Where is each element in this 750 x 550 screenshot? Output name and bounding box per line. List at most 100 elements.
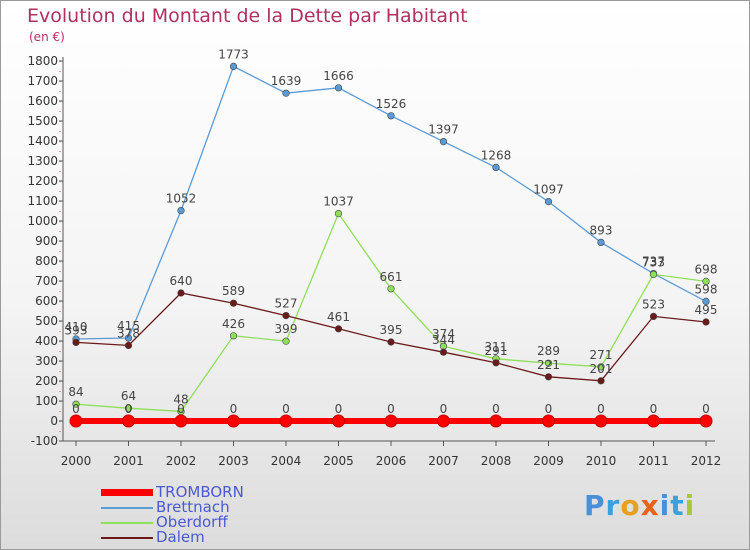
dalem-point [72,338,80,347]
tromborn-data-label: 0 [282,402,290,416]
x-tick-label: 2009 [533,454,564,468]
dalem-data-label: 344 [432,333,455,347]
brettnach-point [597,238,605,246]
tromborn-point [542,414,555,428]
oberdorff-data-label: 289 [537,344,560,358]
x-axis-ticks: 2000 2001 2002 2003 2004 2005 2006 2007 2008 2009… [61,440,722,468]
logo-letter: r [605,489,621,522]
tromborn-point [594,414,608,428]
x-tick-label: 2000 [61,454,92,468]
tromborn-point [279,414,293,428]
y-tick-label: 1800 [27,54,58,68]
oberdorff-point [544,359,553,367]
dalem-data-label: 395 [380,323,403,337]
dalem-point [229,299,238,307]
tromborn-point [489,414,503,428]
brettnach-data-label: 415 [117,319,140,333]
y-tick-label: 100 [35,394,58,408]
dalem-data-label: 201 [590,362,613,376]
dalem-data-label: 523 [642,297,665,311]
brettnach-point [177,207,185,215]
legend-swatch [101,537,153,539]
oberdorff-point [72,400,80,408]
dalem-point [334,325,343,333]
tromborn-point [647,414,660,428]
tromborn-data-label: 0 [335,402,343,416]
oberdorff-data-label: 64 [121,389,136,403]
dalem-point [544,373,553,381]
tromborn-data-label: 0 [702,402,710,416]
logo-letter: P [584,489,606,522]
logo-letter: o [620,489,641,522]
y-tick-label: 1400 [27,134,58,148]
dalem-point [387,338,395,346]
tromborn-data-label: 0 [597,402,605,416]
oberdorff-point [649,270,658,279]
legend-label: Brettnach [156,498,230,516]
logo-letter: i [684,489,696,522]
brettnach-data-label: 1397 [428,123,459,137]
dalem-point [702,318,710,326]
x-tick-label: 2006 [376,454,407,468]
legend-label: Oberdorff [156,513,228,531]
oberdorff-point [597,363,605,371]
y-tick-label: 1600 [27,94,58,108]
dalem-data-label: 378 [117,326,140,340]
oberdorff-point [282,337,290,345]
brettnach-data-label: 1526 [376,97,407,111]
brettnach-data-label: 598 [695,282,718,296]
tromborn-point [384,414,398,428]
logo-letter: i [659,489,671,522]
brettnach-point [387,112,395,120]
oberdorff-data-label: 271 [590,348,613,362]
brettnach-data-label: 1666 [323,69,354,83]
dalem-data-label: 221 [537,358,560,372]
oberdorff-data-label: 374 [432,327,455,341]
oberdorff-point [334,210,343,218]
dalem-data-label: 527 [275,297,298,311]
dalem-point [124,341,133,350]
brettnach-point [702,297,710,306]
y-tick-label: 400 [35,334,58,348]
x-tick-label: 2007 [428,454,459,468]
dalem-point [439,348,448,356]
y-tick-label: 300 [35,354,58,368]
tromborn-point [227,414,240,428]
tromborn-data-label: 0 [545,402,553,416]
dalem-point [177,289,185,297]
logo-letter: x [640,489,660,522]
tromborn-data-label: 0 [387,402,395,416]
oberdorff-data-label: 311 [485,340,508,354]
chart-title: Evolution du Montant de la Dette par Hab… [27,5,468,27]
x-tick-label: 2012 [691,454,722,468]
legend-swatch [101,507,153,509]
brettnach-data-label: 1097 [533,183,564,197]
y-tick-label: 200 [35,374,58,388]
tromborn-point [699,414,713,428]
legend-item-dalem: Dalem [101,528,361,546]
dalem-point [597,377,605,385]
y-tick-label: 900 [35,234,58,248]
legend-swatch [101,522,153,524]
x-tick-label: 2001 [113,454,144,468]
logo-letter: t [670,489,685,522]
brettnach-data-label: 1052 [166,192,197,206]
y-tick-label: 1300 [27,154,58,168]
brettnach-data-label: 1639 [271,74,302,88]
x-tick-label: 2004 [271,454,302,468]
brettnach-point [229,62,238,71]
legend-item-tromborn: TROMBORN [101,483,361,501]
y-tick-label: 800 [35,254,58,268]
oberdorff-point [387,285,395,293]
brettnach-point [282,89,290,97]
tromborn-data-label: 0 [440,402,448,416]
oberdorff-data-label: 698 [695,262,718,276]
x-tick-label: 2002 [166,454,197,468]
y-tick-label: 700 [35,274,58,288]
oberdorff-data-label: 48 [173,392,188,406]
y-tick-label: 500 [35,314,58,328]
brettnach-point [544,198,553,206]
x-tick-label: 2003 [218,454,249,468]
dalem-data-label: 393 [65,323,88,337]
